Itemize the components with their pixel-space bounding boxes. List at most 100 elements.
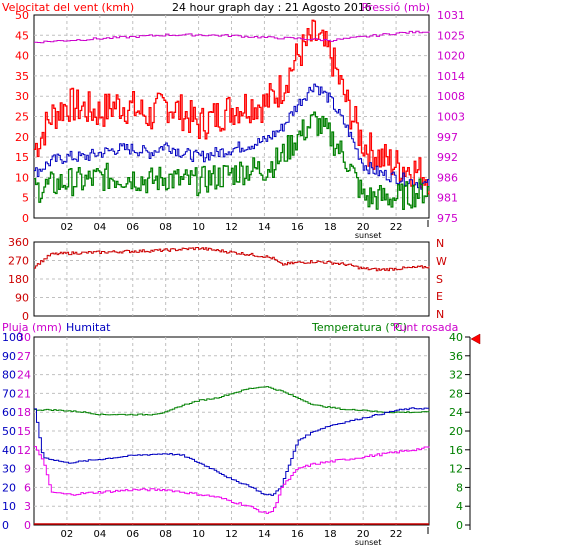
humidity-line (34, 407, 429, 496)
graph-title: 24 hour graph day : 21 Agosto 2016 (172, 1, 372, 14)
wind-x-tick-label: 02 (61, 222, 74, 233)
climate-x-tick-label: 18 (324, 529, 337, 540)
climate-x-tick-label: 04 (93, 529, 106, 540)
climate-x-tick-label: 02 (61, 529, 74, 540)
climate-x-tick-label: 06 (126, 529, 139, 540)
pressure-tick-label: 981 (437, 192, 458, 205)
wind-tick-label: 35 (15, 70, 29, 83)
wind-series-2 (34, 111, 430, 210)
current-value-pointer (470, 333, 481, 345)
pressure-tick-label: 975 (437, 212, 458, 225)
humidity-tick-label: 20 (2, 481, 16, 494)
pressure-tick-label: 1031 (437, 9, 465, 22)
wind-x-tick-label: 04 (93, 222, 106, 233)
compass-label: S (436, 273, 443, 286)
pressure-tick-label: 1008 (437, 90, 465, 103)
wind-tick-label: 5 (22, 192, 29, 205)
climate-x-tick-label: 14 (258, 529, 271, 540)
rain-tick-label: 21 (17, 387, 31, 400)
wind-x-tick-label: 08 (159, 222, 172, 233)
temp-tick-label: 0 (456, 519, 463, 532)
compass-label: E (436, 290, 443, 303)
wind-x-tick-label: 12 (225, 222, 238, 233)
humidity-tick-label: 50 (2, 425, 16, 438)
wind-x-tick-label: 22 (390, 222, 403, 233)
direction-line (34, 247, 430, 272)
wind-tick-label: 0 (22, 212, 29, 225)
temp-tick-label: 4 (456, 500, 463, 513)
temp-tick-label: 12 (449, 463, 463, 476)
wind-tick-label: 40 (15, 50, 29, 63)
pressure-tick-label: 992 (437, 151, 458, 164)
pressure-tick-label: 1014 (437, 70, 465, 83)
direction-tick-label: 270 (8, 255, 29, 268)
compass-label: N (436, 308, 444, 321)
wind-speed-title: Velocitat del vent (kmh) (2, 1, 134, 14)
dew-point-line (34, 446, 430, 514)
humidity-label: Humitat (66, 321, 111, 334)
rain-tick-label: 15 (17, 425, 31, 438)
temp-tick-label: 32 (449, 369, 463, 382)
rain-tick-label: 30 (17, 331, 31, 344)
climate-x-tick-label: 08 (159, 529, 172, 540)
temperature-label: Temperatura (°C) (311, 321, 407, 334)
temp-tick-label: 8 (456, 481, 463, 494)
compass-label: N (436, 237, 444, 250)
wind-tick-label: 45 (15, 29, 29, 42)
direction-tick-label: 90 (15, 292, 29, 305)
wind-tick-label: 50 (15, 9, 29, 22)
pressure-tick-label: 986 (437, 171, 458, 184)
sunset-label: sunset (355, 538, 382, 547)
wind-tick-label: 10 (15, 171, 29, 184)
temp-tick-label: 36 (449, 350, 463, 363)
climate-x-tick-label: 10 (192, 529, 205, 540)
humidity-tick-label: 30 (2, 463, 16, 476)
pressure-tick-label: 997 (437, 131, 458, 144)
rain-tick-label: 12 (17, 444, 31, 457)
compass-label: W (436, 255, 447, 268)
rain-tick-label: 3 (24, 500, 31, 513)
temp-tick-label: 24 (449, 406, 463, 419)
wind-series-0 (34, 19, 430, 195)
temp-tick-label: 40 (449, 331, 463, 344)
humidity-tick-label: 100 (2, 331, 23, 344)
humidity-tick-label: 80 (2, 369, 16, 382)
direction-tick-label: 180 (8, 273, 29, 286)
wind-tick-label: 15 (15, 151, 29, 164)
rain-tick-label: 18 (17, 406, 31, 419)
wind-series-1 (34, 83, 430, 190)
wind-x-tick-label: 14 (258, 222, 271, 233)
rain-tick-label: 9 (24, 463, 31, 476)
rain-tick-label: 6 (24, 481, 31, 494)
chart-layers: 0510152025303540455097598198699299710031… (2, 9, 481, 547)
wind-tick-label: 25 (15, 111, 29, 124)
climate-x-tick-label: 16 (291, 529, 304, 540)
sunset-label: sunset (355, 231, 382, 240)
dew-point-label: Punt rosada (393, 321, 458, 334)
temp-tick-label: 16 (449, 444, 463, 457)
direction-tick-label: 0 (22, 310, 29, 323)
wind-x-tick-label: 10 (192, 222, 205, 233)
wind-x-tick-label: 06 (126, 222, 139, 233)
wind-x-tick-label: 20 (357, 222, 370, 233)
humidity-tick-label: 0 (2, 519, 9, 532)
rain-label: Pluja (mm) (2, 321, 62, 334)
pressure-title: Pressió (mb) (361, 1, 430, 14)
pressure-tick-label: 1025 (437, 29, 465, 42)
wind-tick-label: 30 (15, 90, 29, 103)
humidity-tick-label: 90 (2, 350, 16, 363)
wind-tick-label: 20 (15, 131, 29, 144)
rain-tick-label: 27 (17, 350, 31, 363)
climate-x-tick-label: 20 (357, 529, 370, 540)
pressure-tick-label: 1020 (437, 50, 465, 63)
climate-x-tick-label: 22 (390, 529, 403, 540)
climate-x-tick-label: 12 (225, 529, 238, 540)
temperature-line (34, 386, 430, 416)
wind-x-tick-label: 16 (291, 222, 304, 233)
wind-x-tick-label: 18 (324, 222, 337, 233)
climate-panel-frame (33, 336, 430, 526)
humidity-tick-label: 70 (2, 387, 16, 400)
pressure-tick-label: 1003 (437, 111, 465, 124)
temp-tick-label: 20 (449, 425, 463, 438)
